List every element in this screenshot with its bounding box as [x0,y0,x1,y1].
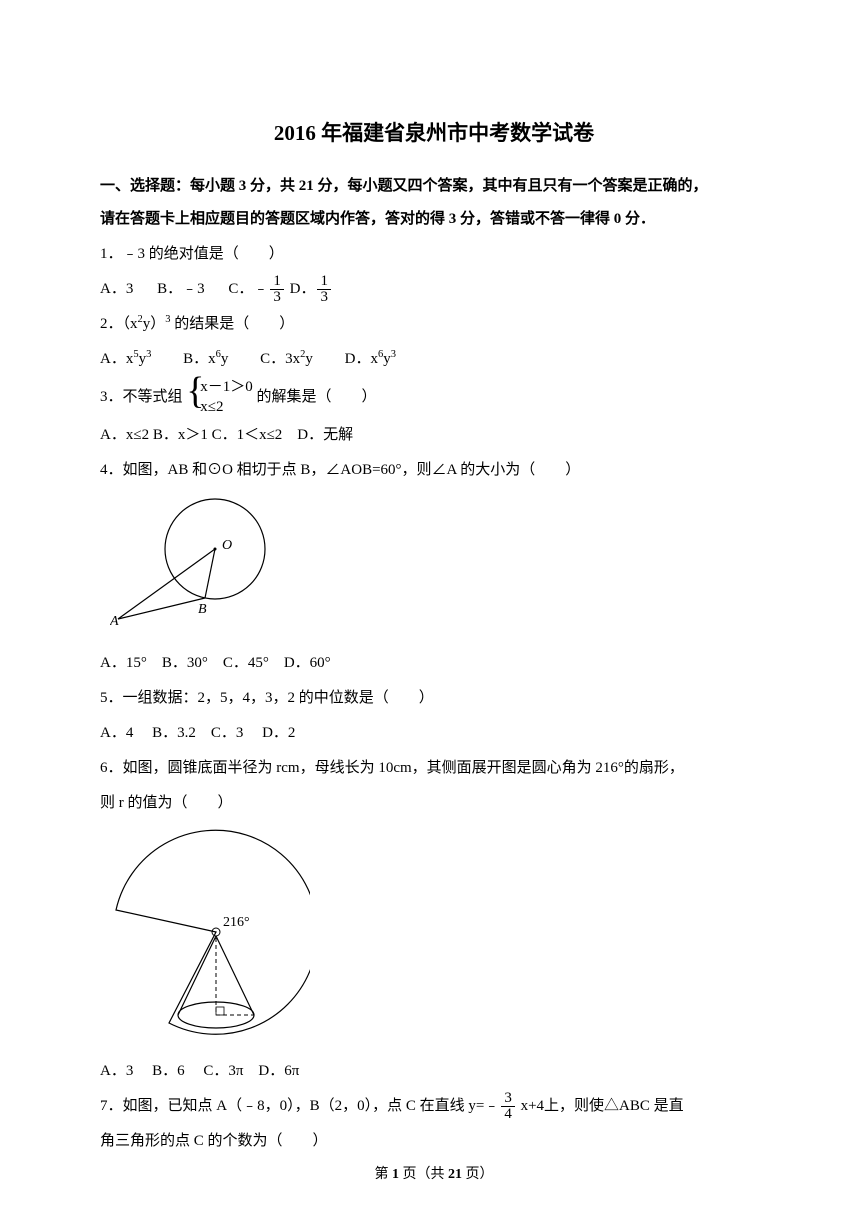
section-instructions-1: 一、选择题：每小题 3 分，共 21 分，每小题又四个答案，其中有且只有一个答案… [100,170,768,203]
question-6-options: A．3 B．6 C．3π D．6π [100,1055,768,1088]
q2-opt-d: D．x6y3 [345,351,396,367]
question-2: 2．（x2y）3 的结果是（ ） [100,308,768,341]
label-A: A [110,614,119,628]
question-1-options: A．3 B．﹣3 C．﹣13 D．13 [100,273,768,306]
label-O: O [222,538,232,553]
label-B: B [198,602,207,617]
q2-opt-b: B．x6y [183,351,228,367]
q2-opt-a: A．x5y3 [100,351,151,367]
q1-opt-a: A．3 [100,281,133,297]
question-3: 3．不等式组 x－1＞0 x≤2 的解集是（ ） [100,378,768,417]
question-7-line1: 7．如图，已知点 A（﹣8，0），B（2，0），点 C 在直线 y=﹣34 x+… [100,1090,768,1123]
q1-opt-c-pre: C．﹣ [228,281,268,297]
question-7-line2: 角三角形的点 C 的个数为（ ） [100,1125,768,1158]
question-6-line1: 6．如图，圆锥底面半径为 rcm，母线长为 10cm，其侧面展开图是圆心角为 2… [100,752,768,785]
page-title: 2016 年福建省泉州市中考数学试卷 [100,110,768,156]
question-4: 4．如图，AB 和⊙O 相切于点 B，∠AOB=60°，则∠A 的大小为（ ） [100,454,768,487]
label-angle: 216° [223,915,250,930]
page-footer: 第 1 页（共 21 页） [0,1160,868,1191]
question-3-options: A．x≤2 B．x＞1 C．1＜x≤2 D．无解 [100,419,768,452]
q2-opt-c: C．3x2y [260,351,313,367]
section-instructions-2: 请在答题卡上相应题目的答题区域内作答，答对的得 3 分，答错或不答一律得 0 分… [100,203,768,236]
q7-fraction: 34 [501,1091,515,1122]
question-6-figure: 216° [110,826,768,1049]
q1-opt-d-pre: D． [290,281,316,297]
question-5: 5．一组数据：2，5，4，3，2 的中位数是（ ） [100,682,768,715]
q1-opt-d-frac: 13 [317,274,331,305]
question-4-figure: O A B [110,493,768,641]
question-6-line2: 则 r 的值为（ ） [100,787,768,820]
q1-opt-c-frac: 13 [270,274,284,305]
q1-opt-b: B．﹣3 [157,281,205,297]
q3-inequality-system: x－1＞0 x≤2 [186,378,253,417]
question-4-options: A．15° B．30° C．45° D．60° [100,647,768,680]
question-5-options: A．4 B．3.2 C．3 D．2 [100,717,768,750]
question-1: 1．﹣3 的绝对值是（ ） [100,238,768,271]
